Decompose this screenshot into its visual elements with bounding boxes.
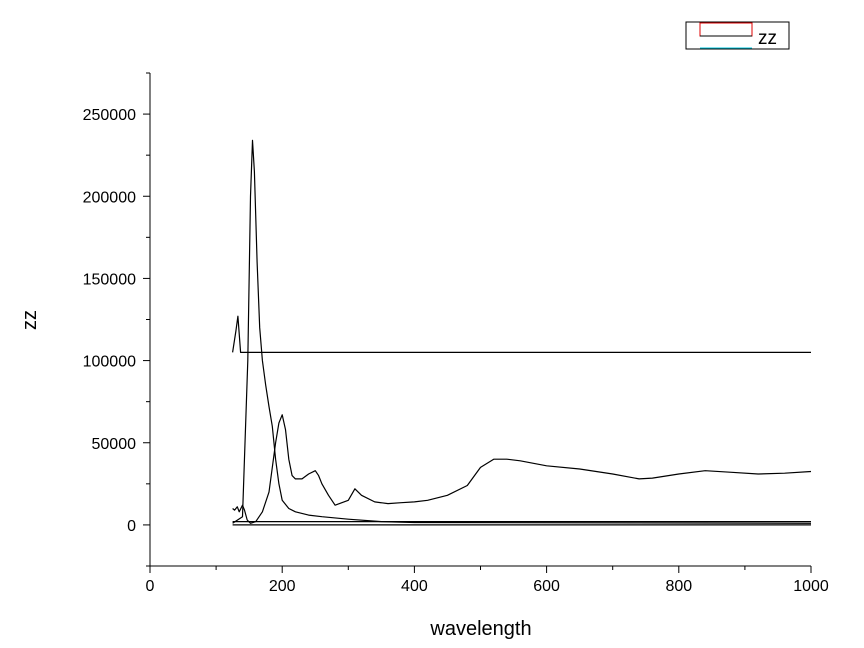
plot-area [232, 139, 812, 526]
x-tick-label: 200 [269, 578, 296, 595]
y-tick-label: 100000 [83, 354, 136, 371]
x-tick-label: 800 [665, 578, 692, 595]
x-tick-label: 400 [401, 578, 428, 595]
series-line-1 [232, 315, 811, 353]
y-tick-label: 50000 [92, 436, 137, 453]
axes: 0 200 400 600 800 1000 0 50000 100000 150000 20000… [83, 72, 829, 595]
y-tick-label: 0 [127, 518, 136, 535]
y-tick-label: 150000 [83, 271, 136, 288]
x-tick-label: 1000 [793, 578, 829, 595]
legend-entry-label: zz [758, 28, 777, 49]
y-tick-label: 200000 [83, 189, 136, 206]
x-axis-title: wavelength [429, 618, 531, 640]
x-tick-label: 600 [533, 578, 560, 595]
y-tick-label: 250000 [83, 107, 136, 124]
series-line-3 [232, 414, 812, 524]
series-line-2 [232, 139, 812, 524]
legend: zz [685, 21, 790, 50]
y-axis-title: zz [19, 310, 41, 330]
x-tick-label: 0 [146, 578, 155, 595]
